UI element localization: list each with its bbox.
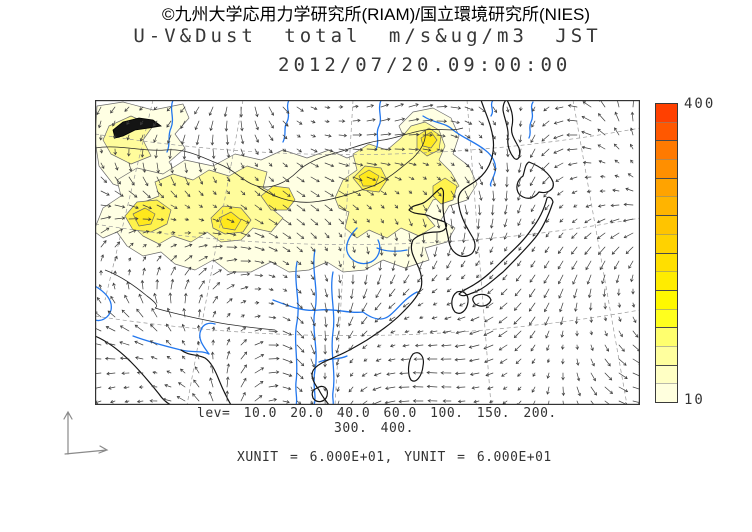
colorbar-band (656, 104, 677, 122)
colorbar-band (656, 215, 677, 234)
colorbar-band (656, 177, 677, 197)
dust-core (432, 177, 458, 205)
coast-shikoku (472, 293, 492, 307)
units-label: XUNIT = 6.000E+01, YUNIT = 6.000E+01 (237, 450, 552, 465)
dust-core-max (132, 207, 156, 227)
colorbar-band (656, 140, 677, 160)
colorbar-band (656, 196, 677, 216)
colorbar-min-label: 10 (684, 392, 705, 408)
map-canvas (95, 100, 640, 405)
plot-datetime: 2012/07/20.09:00:00 (278, 54, 572, 76)
coastlines (95, 100, 554, 405)
axis-orientation-widget (63, 410, 109, 455)
colorbar-max-label: 400 (684, 96, 716, 112)
colorbar-band (656, 252, 677, 272)
colorbar-band (656, 271, 677, 290)
contour-levels-line1: lev= 10.0 20.0 40.0 60.0 100. 150. 200. (197, 406, 557, 421)
coast-taiwan (407, 352, 424, 382)
dust-core-max (218, 211, 242, 231)
dust-contours (95, 101, 478, 273)
colorbar-band (656, 364, 677, 384)
colorbar-band (656, 233, 677, 253)
colorbar-band (656, 121, 677, 141)
river-yangtze (272, 291, 418, 320)
wind-vector-field (95, 100, 640, 405)
lake-balkhash (112, 117, 162, 139)
colorbar-band (656, 327, 677, 346)
coast-hokkaido (516, 161, 554, 199)
coast-kyushu (451, 290, 469, 314)
copyright-line: ©九州大学応用力学研究所(RIAM)/国立環境研究所(NIES) (161, 5, 591, 24)
country-borders (95, 127, 464, 331)
colorbar-band (656, 308, 677, 328)
map-panel (95, 100, 640, 405)
colorbar-band (656, 383, 677, 402)
map-frame (95, 100, 640, 405)
y-axis-arrow-icon (63, 410, 73, 455)
plot-title: U-V&Dust total m/s&ug/m3 JST (133, 25, 602, 47)
graticule (95, 100, 640, 405)
colorbar-band (656, 159, 677, 178)
colorbar-band (656, 289, 677, 309)
colorbar-scale (655, 103, 678, 403)
coast-india (95, 335, 172, 405)
x-axis-arrow-icon (64, 445, 109, 455)
coast-mainland-east (311, 100, 495, 405)
coast-honshu (458, 196, 554, 297)
river-yellow (345, 227, 381, 265)
contour-levels-line2: 300. 400. (334, 421, 414, 436)
colorbar-band (656, 345, 677, 365)
coast-sakhalin (502, 100, 521, 160)
